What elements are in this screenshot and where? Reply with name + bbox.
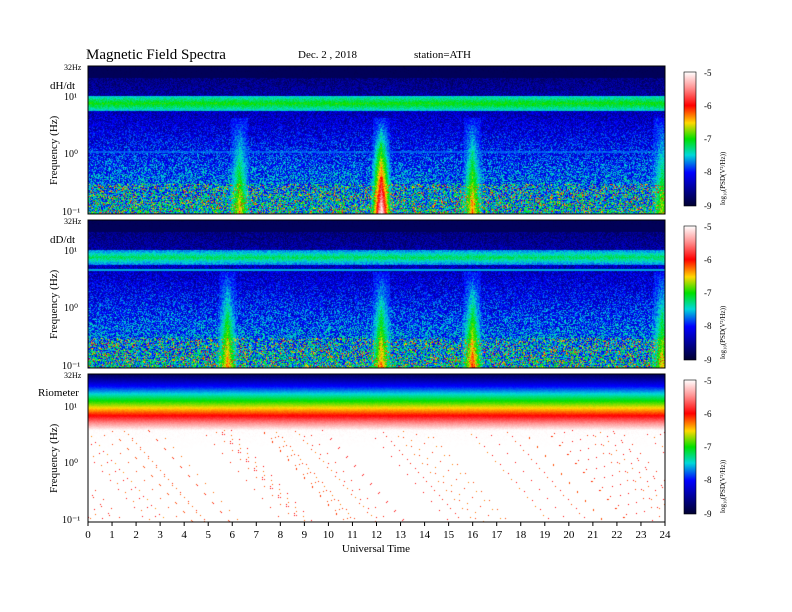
panel-dhdt: 32Hz dH/dt 10¹ 10⁰ 10⁻¹ Frequency (Hz) -…	[48, 63, 727, 218]
cbtick-riometer-1: -6	[704, 409, 712, 419]
cbtick-dhdt-1: -6	[704, 101, 712, 111]
x-tick-label: 16	[467, 529, 479, 541]
x-axis: 0 1 2 3 4 5 6 7 8 9 10 11 12 13 14 15 16 17 18 19 20 21 22 23 24	[85, 522, 671, 541]
x-tick-label: 3	[157, 529, 163, 541]
cbtick-riometer-3: -8	[704, 475, 712, 485]
ytick-10e0-dhdt: 10⁰	[64, 149, 78, 160]
cblabel-dddt: log₁₀(PSD(V²/Hz))	[719, 305, 727, 359]
x-tick-label: 11	[347, 529, 358, 541]
x-tick-label: 22	[611, 529, 622, 541]
x-tick-label: 8	[278, 529, 284, 541]
ytick-10e0-dddt: 10⁰	[64, 303, 78, 314]
ytick-10e1-dhdt: 10¹	[64, 92, 77, 103]
x-tick-label: 6	[230, 529, 236, 541]
plot-frame-dhdt	[87, 65, 666, 215]
ytick-10e-1-dddt: 10⁻¹	[62, 361, 80, 372]
panel-riometer: 32Hz Riometer 10¹ 10⁰ 10⁻¹ Frequency (Hz…	[38, 371, 727, 526]
cblabel-dhdt: log₁₀(PSD(V²/Hz))	[719, 151, 727, 205]
colorbar-dhdt	[683, 71, 697, 207]
cbtick-riometer-2: -7	[704, 442, 712, 452]
ytick-10e1-dddt: 10¹	[64, 246, 77, 257]
spectrogram-dhdt	[88, 66, 665, 214]
cbtick-dhdt-0: -5	[704, 68, 712, 78]
panel-label-dhdt: dH/dt	[50, 80, 75, 92]
cbtick-riometer-4: -9	[704, 509, 712, 519]
x-tick-label: 2	[133, 529, 139, 541]
ylabel-riometer: Frequency (Hz)	[48, 423, 60, 493]
x-tick-label: 17	[491, 529, 503, 541]
panel-label-riometer: Riometer	[38, 387, 79, 399]
x-tick-label: 21	[587, 529, 598, 541]
x-tick-label: 12	[371, 529, 382, 541]
top-freq-label-riometer: 32Hz	[64, 371, 82, 380]
x-tick-label: 15	[443, 529, 455, 541]
panel-dddt: 32Hz dD/dt 10¹ 10⁰ 10⁻¹ Frequency (Hz) -…	[48, 217, 727, 372]
cbtick-dhdt-2: -7	[704, 134, 712, 144]
x-tick-label: 7	[254, 529, 260, 541]
figure-title: Magnetic Field Spectra	[86, 47, 226, 63]
cbtick-riometer-0: -5	[704, 376, 712, 386]
ylabel-dhdt: Frequency (Hz)	[48, 115, 60, 185]
panel-label-dddt: dD/dt	[50, 234, 75, 246]
x-tick-label: 23	[635, 529, 647, 541]
x-tick-label: 1	[109, 529, 115, 541]
ytick-10e1-riometer: 10¹	[64, 402, 77, 413]
x-tick-label: 19	[539, 529, 551, 541]
cbtick-dddt-1: -6	[704, 255, 712, 265]
x-tick-label: 9	[302, 529, 308, 541]
spectrogram-dddt	[88, 220, 665, 368]
x-tick-label: 0	[85, 529, 91, 541]
date-label: Dec. 2 , 2018	[298, 49, 357, 61]
ytick-10e-1-riometer: 10⁻¹	[62, 515, 80, 526]
cblabel-riometer: log₁₀(PSD(V²/Hz))	[719, 459, 727, 513]
x-tick-label: 18	[515, 529, 527, 541]
cbtick-dddt-0: -5	[704, 222, 712, 232]
ytick-10e-1-dhdt: 10⁻¹	[62, 207, 80, 218]
x-tick-label: 24	[660, 529, 672, 541]
cbtick-dddt-3: -8	[704, 321, 712, 331]
x-tick-label: 14	[419, 529, 431, 541]
colorbar-dddt	[683, 225, 697, 361]
x-tick-label: 20	[563, 529, 575, 541]
x-tick-label: 10	[323, 529, 335, 541]
ytick-10e0-riometer: 10⁰	[64, 458, 78, 469]
cbtick-dddt-2: -7	[704, 288, 712, 298]
x-tick-label: 13	[395, 529, 407, 541]
x-axis-label: Universal Time	[342, 543, 410, 555]
x-tick-label: 4	[181, 529, 187, 541]
ylabel-dddt: Frequency (Hz)	[48, 269, 60, 339]
top-freq-label-dddt: 32Hz	[64, 217, 82, 226]
x-tick-label: 5	[205, 529, 211, 541]
station-label: station=ATH	[414, 49, 471, 61]
plot-frame-dddt	[87, 219, 666, 369]
colorbar-riometer	[683, 379, 697, 515]
spectrogram-riometer	[88, 374, 665, 522]
top-freq-label-dhdt: 32Hz	[64, 63, 82, 72]
cbtick-dhdt-4: -9	[704, 201, 712, 211]
cbtick-dddt-4: -9	[704, 355, 712, 365]
cbtick-dhdt-3: -8	[704, 167, 712, 177]
